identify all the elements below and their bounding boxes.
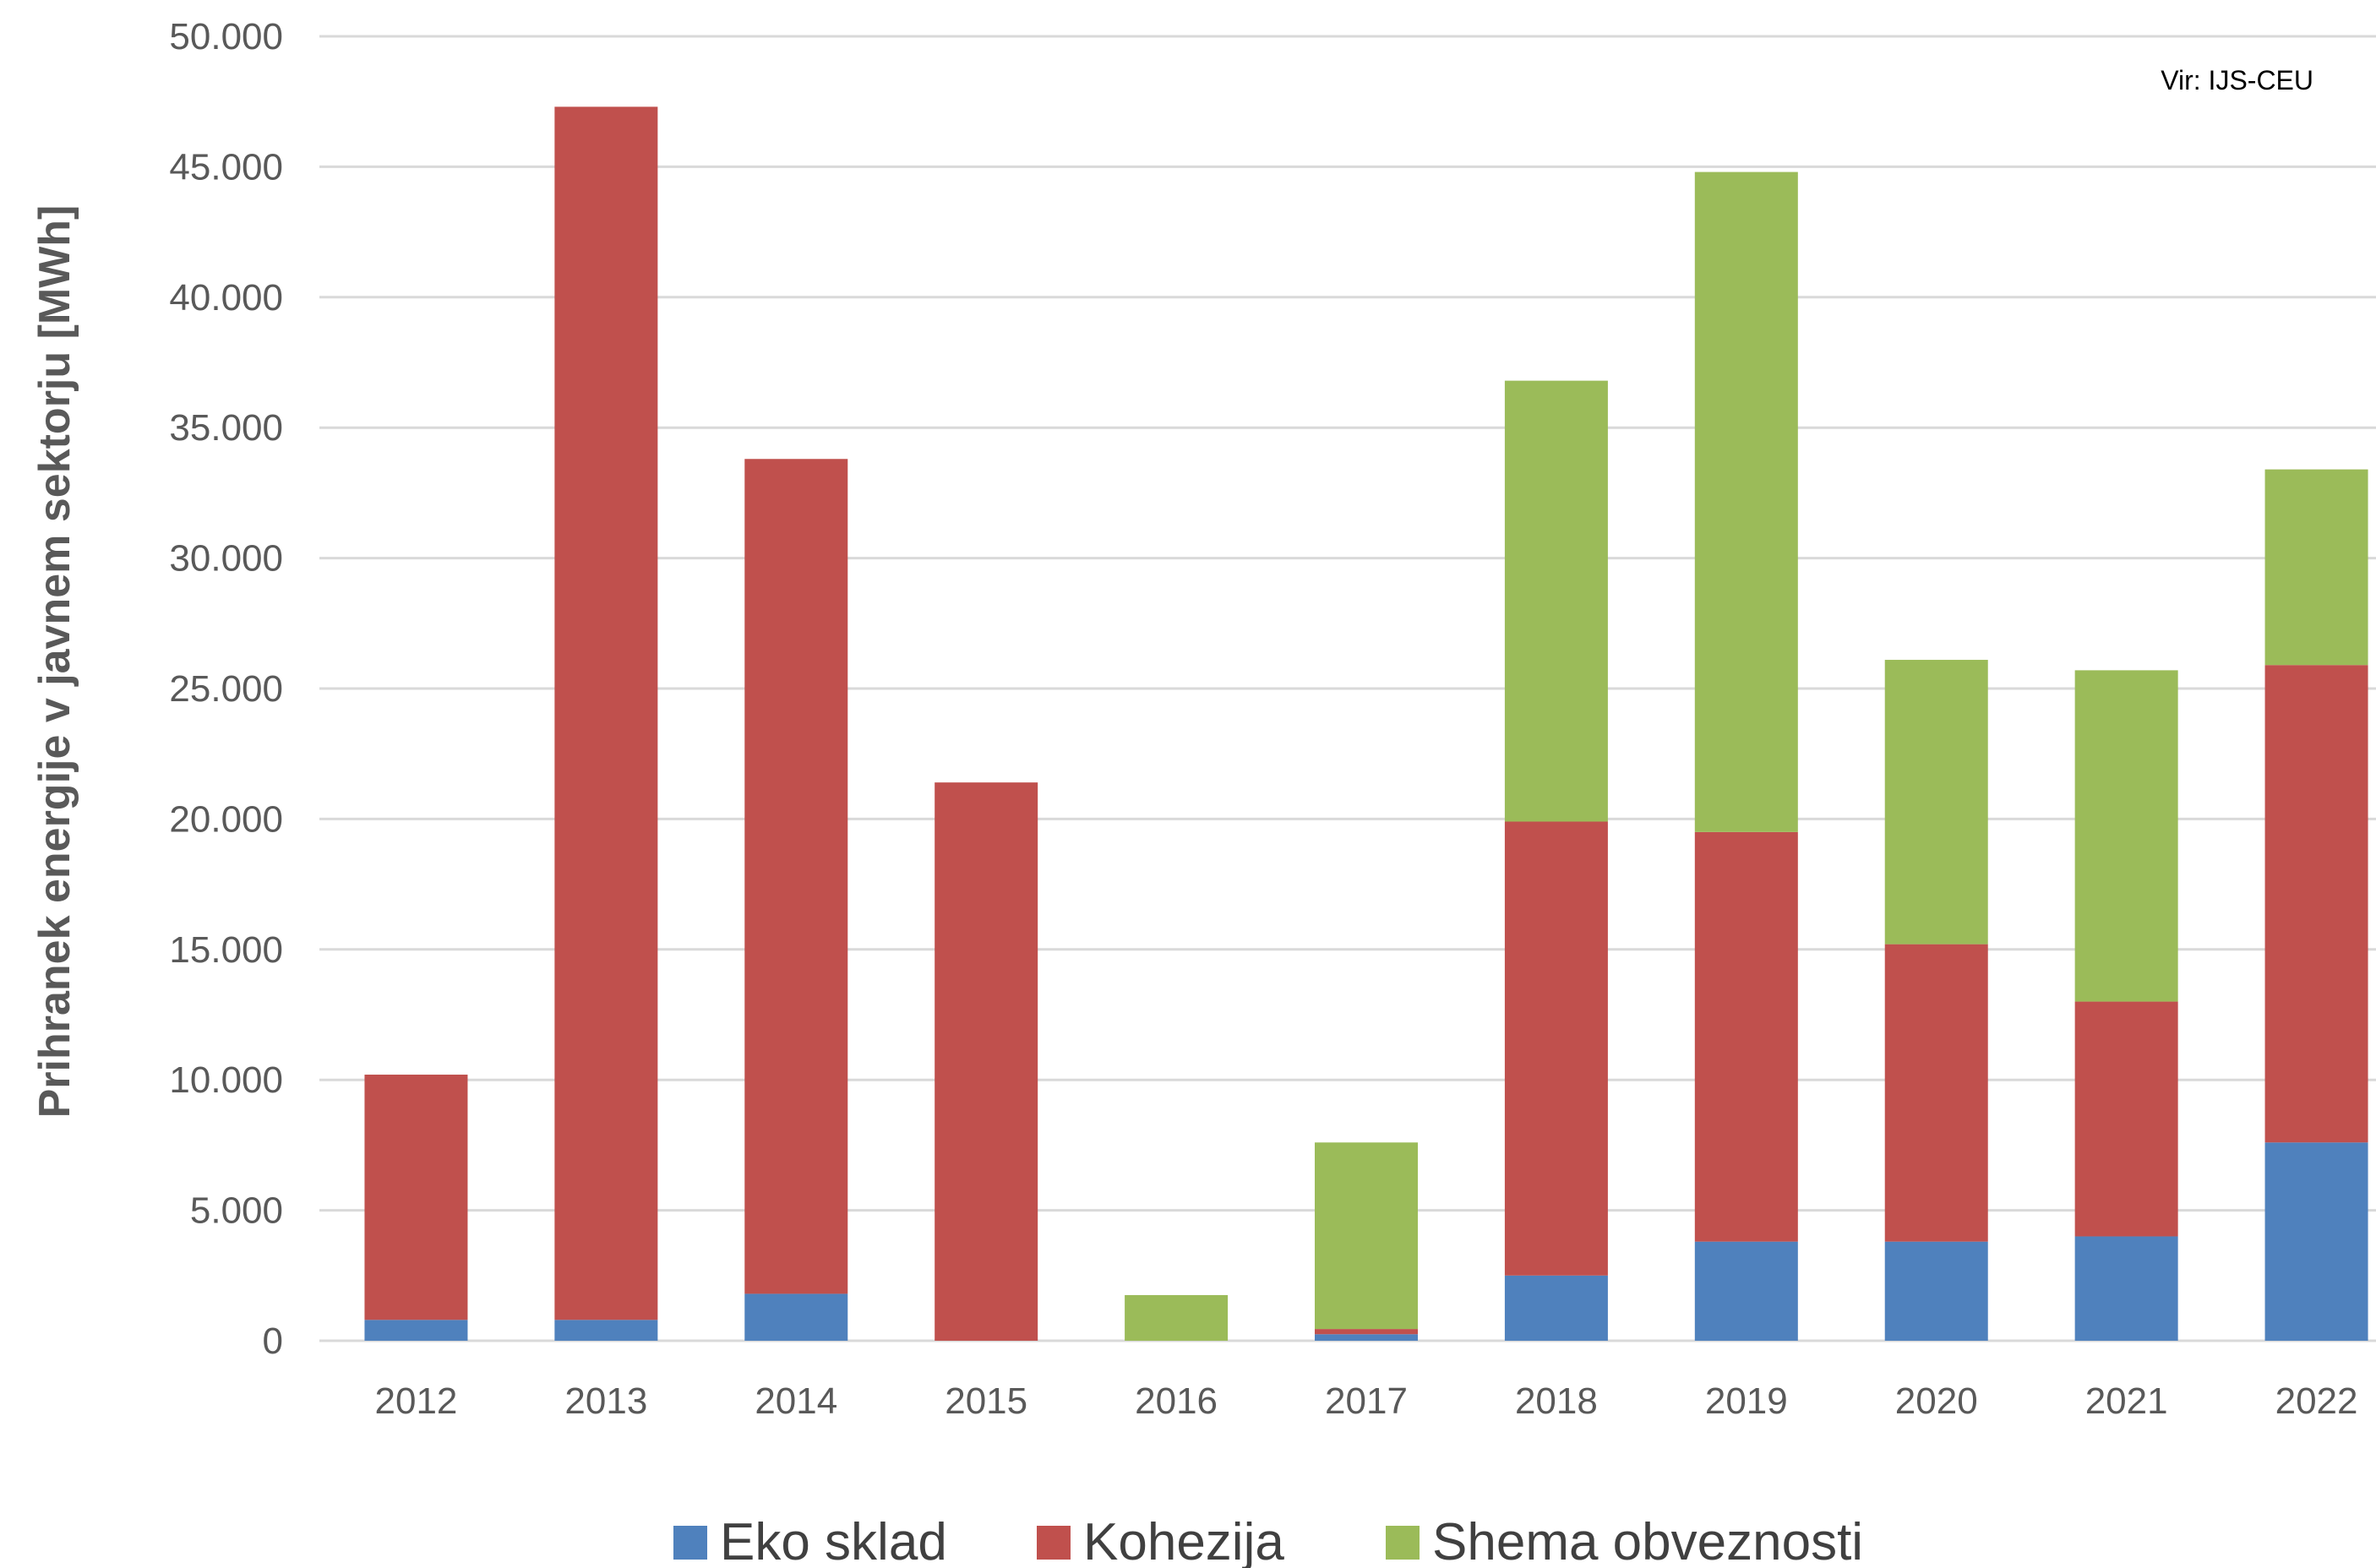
bar-segment [2264,1142,2368,1341]
y-tick-label: 20.000 [169,798,283,840]
x-tick-label: 2019 [1705,1380,1788,1422]
bar-segment [1315,1334,1418,1341]
x-tick-label: 2013 [564,1380,647,1422]
bar-segment [1694,1241,1798,1341]
y-axis-label: Prihranek energije v javnem sektorju [MW… [30,205,79,1119]
legend-swatch [1386,1526,1420,1560]
x-tick-label: 2015 [945,1380,1027,1422]
legend-label: Kohezija [1083,1513,1284,1568]
bar-segment [1315,1142,1418,1330]
bar-segment [2074,1001,2178,1237]
legend: Eko sklad Kohezija Shema obveznosti [673,1513,1863,1568]
x-tick-label: 2018 [1515,1380,1598,1422]
y-tick-label: 35.000 [169,407,283,449]
bar-segment [2074,1236,2178,1341]
legend-swatch [673,1526,707,1560]
y-tick-label: 5.000 [190,1190,283,1232]
bars [364,106,2368,1341]
bar-segment [935,782,1038,1341]
x-tick-label: 2021 [2085,1380,2168,1422]
bar-segment [1694,172,1798,832]
bar-segment [1504,1275,1608,1341]
bar-segment [1884,1241,1988,1341]
y-tick-labels: 0 5.000 10.000 15.000 20.000 25.000 30.000 35.0… [169,16,283,1362]
y-tick-label: 50.000 [169,16,283,57]
bar-segment [1884,660,1988,945]
y-tick-label: 45.000 [169,146,283,188]
y-tick-label: 0 [263,1320,283,1362]
bar-segment [2264,665,2368,1143]
x-tick-label: 2017 [1325,1380,1408,1422]
x-tick-label: 2020 [1895,1380,1978,1422]
x-tick-label: 2022 [2275,1380,2358,1422]
bar-segment [554,106,658,1320]
x-tick-label: 2014 [755,1380,837,1422]
legend-swatch [1037,1526,1071,1560]
bar-segment [364,1320,468,1341]
x-tick-label: 2012 [375,1380,458,1422]
bar-segment [1125,1294,1229,1341]
bar-segment [744,1293,848,1341]
bar-segment [1694,831,1798,1242]
legend-label: Eko sklad [720,1513,947,1568]
bar-segment [1504,821,1608,1276]
y-tick-label: 25.000 [169,668,283,710]
bar-segment [2264,469,2368,666]
bar-segment [1315,1329,1418,1335]
y-tick-label: 10.000 [169,1059,283,1101]
bar-segment [744,459,848,1294]
y-tick-label: 15.000 [169,929,283,971]
x-tick-label: 2016 [1135,1380,1218,1422]
bar-segment [1884,944,1988,1242]
bar-segment [1504,380,1608,822]
bar-segment [554,1320,658,1341]
y-tick-label: 30.000 [169,538,283,580]
legend-label: Shema obveznosti [1432,1513,1863,1568]
x-tick-labels: 2012 2013 2014 2015 2016 2017 2018 2019 2020 2021… [375,1380,2358,1422]
source-note: Vir: IJS-CEU [2161,65,2313,95]
bar-segment [2074,670,2178,1002]
y-tick-label: 40.000 [169,277,283,318]
bar-segment [364,1075,468,1320]
gridlines [319,35,2376,1342]
